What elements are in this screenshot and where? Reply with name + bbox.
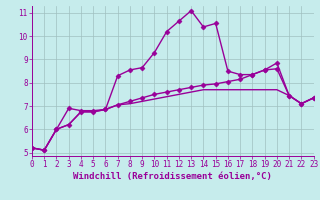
X-axis label: Windchill (Refroidissement éolien,°C): Windchill (Refroidissement éolien,°C) <box>73 172 272 181</box>
